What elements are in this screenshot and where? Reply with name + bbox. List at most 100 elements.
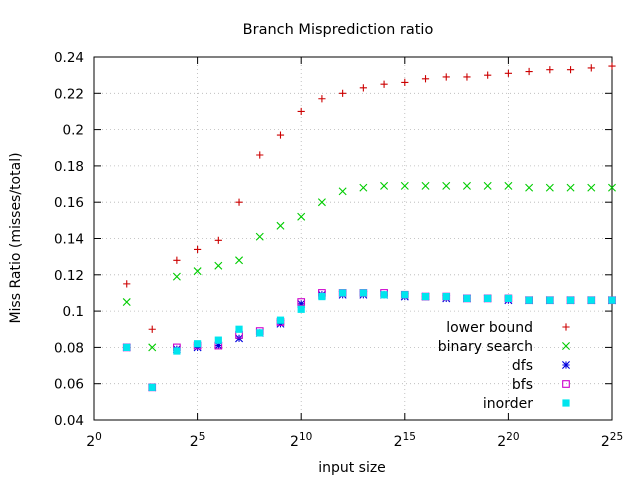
- data-point: [339, 89, 347, 97]
- data-point: [318, 292, 326, 301]
- x-tick-base: 2: [394, 434, 403, 450]
- y-tick-label: 0.08: [54, 340, 84, 356]
- data-point: [525, 296, 533, 304]
- data-point: [172, 272, 181, 281]
- data-point: [566, 296, 575, 304]
- data-point: [255, 232, 264, 241]
- data-point: [297, 305, 305, 313]
- data-point: [566, 183, 575, 192]
- data-point: [256, 329, 264, 337]
- data-point: [401, 78, 409, 87]
- data-point: [193, 343, 202, 352]
- data-point: [504, 69, 512, 77]
- x-tick-exponent: 15: [403, 431, 416, 443]
- series-bfs: [122, 289, 616, 392]
- data-point: [463, 73, 471, 81]
- data-point: [276, 319, 285, 328]
- data-point: [148, 343, 157, 352]
- y-tick-label: 0.1: [63, 304, 84, 320]
- data-point: [173, 256, 181, 264]
- data-point: [339, 289, 347, 297]
- x-tick-base: 2: [290, 434, 299, 450]
- x-tick-label: 210: [290, 431, 312, 450]
- legend-marker: [562, 380, 570, 388]
- data-points: [122, 62, 616, 392]
- data-point: [123, 280, 131, 288]
- x-axis-label: input size: [318, 460, 386, 476]
- data-point: [194, 340, 202, 348]
- data-point: [297, 298, 306, 306]
- y-tick-label: 0.2: [63, 123, 84, 139]
- data-point: [400, 181, 409, 190]
- legend-label: lower bound: [446, 320, 533, 336]
- x-tick-exponent: 20: [506, 431, 519, 443]
- x-tick-exponent: 0: [95, 431, 102, 443]
- data-point: [235, 198, 243, 206]
- x-tick-base: 2: [601, 434, 610, 450]
- data-point: [442, 292, 450, 301]
- data-point: [256, 151, 264, 159]
- legend-marker: [562, 361, 570, 369]
- grid-lines: [94, 57, 612, 420]
- legend-label: binary search: [438, 339, 533, 355]
- data-point: [214, 336, 222, 344]
- x-tick-label: 25: [190, 431, 206, 450]
- data-point: [359, 289, 367, 297]
- x-tick-exponent: 5: [199, 431, 206, 443]
- legend-label: bfs: [512, 377, 533, 393]
- x-tick-base: 2: [86, 434, 95, 450]
- data-point: [525, 183, 534, 192]
- data-point: [276, 221, 285, 230]
- legend-marker: [562, 323, 570, 331]
- data-point: [276, 316, 285, 324]
- data-point: [608, 296, 616, 304]
- data-point: [338, 187, 347, 196]
- data-point: [463, 294, 471, 302]
- data-point: [546, 66, 554, 74]
- plot-axes: 0.04 0.06 0.08 0.1 0.12 0.14 0.16 0.18 0.2 0.22 0.…: [54, 50, 623, 450]
- legend-label: inorder: [483, 396, 533, 412]
- y-tick-label: 0.24: [54, 50, 84, 66]
- data-point: [566, 66, 575, 74]
- data-point: [608, 183, 616, 192]
- data-point: [421, 292, 430, 301]
- x-tick-exponent: 10: [299, 431, 312, 443]
- series-lower-bound: [123, 62, 616, 333]
- data-point: [380, 181, 389, 190]
- data-point: [148, 325, 156, 333]
- y-tick-label: 0.22: [54, 86, 84, 102]
- data-point: [359, 84, 367, 92]
- x-tick-label: 220: [497, 431, 519, 450]
- data-point: [462, 181, 471, 190]
- data-point: [504, 181, 513, 190]
- data-point: [318, 95, 326, 103]
- chart-title: Branch Misprediction ratio: [243, 22, 434, 38]
- y-tick-label: 0.04: [54, 413, 84, 429]
- x-tick-base: 2: [190, 434, 199, 450]
- data-point: [421, 75, 430, 83]
- y-tick-label: 0.16: [54, 195, 84, 211]
- data-point: [546, 296, 554, 304]
- legend-label: dfs: [512, 358, 533, 374]
- x-tick-label: 20: [86, 431, 102, 450]
- data-point: [484, 71, 492, 79]
- x-tick-label: 225: [601, 431, 623, 450]
- data-point: [359, 183, 368, 192]
- data-point: [587, 64, 595, 72]
- data-point: [380, 80, 388, 88]
- data-point: [525, 67, 533, 76]
- data-point: [380, 291, 388, 299]
- data-point: [235, 256, 244, 265]
- y-tick-label: 0.18: [54, 159, 84, 175]
- x-tick-exponent: 25: [610, 431, 623, 443]
- y-tick-label: 0.14: [54, 232, 84, 248]
- data-point: [421, 181, 430, 190]
- data-point: [297, 299, 306, 308]
- data-point: [122, 298, 131, 307]
- data-point: [214, 236, 222, 244]
- data-point: [608, 62, 616, 70]
- x-tick-base: 2: [497, 434, 506, 450]
- data-point: [214, 341, 223, 350]
- data-point: [193, 267, 202, 276]
